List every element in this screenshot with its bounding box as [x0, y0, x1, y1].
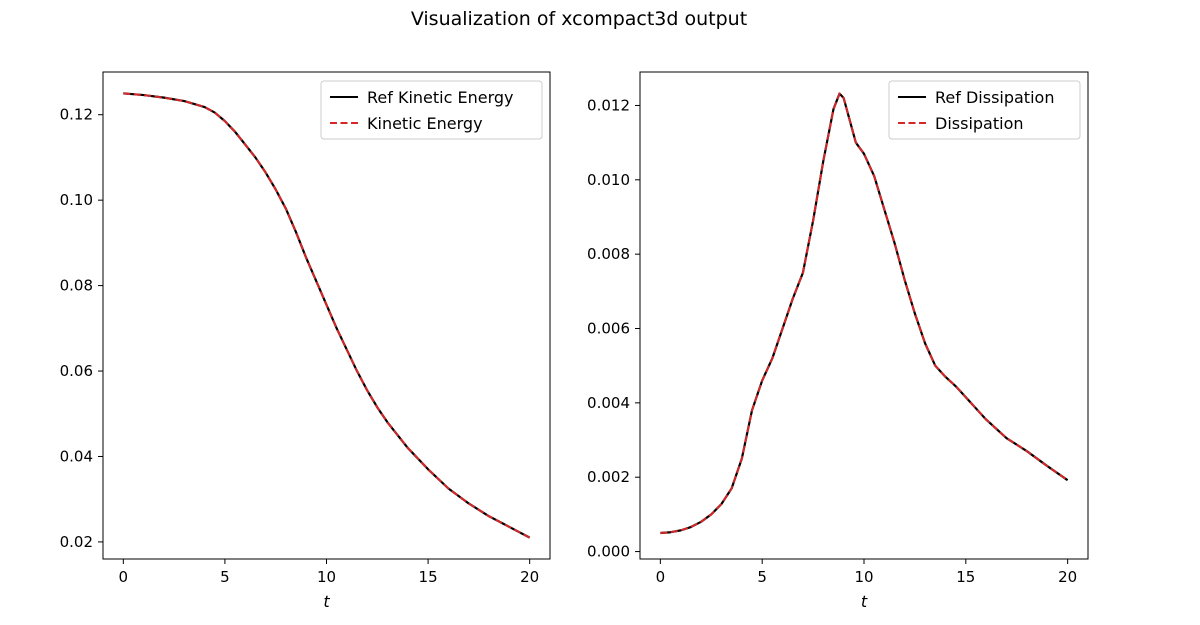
diss-y-tick-label: 0.012: [587, 96, 630, 114]
diss-y-tick-label: 0.002: [587, 468, 630, 486]
diss-legend-label: Ref Dissipation: [935, 88, 1054, 107]
ke-x-tick-label: 15: [419, 568, 438, 586]
ke-x-axis-label: t: [323, 592, 330, 611]
diss-x-tick-label: 5: [757, 568, 767, 586]
ke-series-group: [123, 92, 531, 539]
ke-y-tick-label: 0.04: [60, 447, 93, 465]
diss-legend-box: [888, 80, 1081, 140]
diss-y-tick-label: 0.006: [587, 320, 630, 338]
ke-y-tick-label: 0.06: [60, 362, 93, 380]
ke-x-tick-label: 20: [520, 568, 539, 586]
ke-y-tick-label: 0.08: [60, 277, 93, 295]
diss-x-axis-label: t: [861, 592, 868, 611]
ke-y-tick-label: 0.12: [60, 106, 93, 124]
dissipation-panel: 0 5 10 15 20 0.000 0.002 0.004 0.006 0.008 0.010 0.…: [587, 71, 1089, 611]
diss-x-tick-label: 15: [956, 568, 975, 586]
ke-x-tick-label: 10: [317, 568, 336, 586]
ke-x-tick-label: 0: [119, 568, 129, 586]
diss-legend: Ref Dissipation Dissipation: [888, 80, 1081, 140]
diss-axes-frame: [639, 71, 1089, 560]
ke-axes-frame: [102, 71, 551, 560]
ke-legend-label: Kinetic Energy: [367, 114, 483, 133]
diss-series-group: [660, 92, 1069, 535]
diss-series-line-ref: [660, 92, 1069, 535]
diss-x-tick-label: 0: [656, 568, 666, 586]
diss-y-tick-label: 0.008: [587, 245, 630, 263]
ke-legend: Ref Kinetic Energy Kinetic Energy: [320, 80, 543, 140]
kinetic-energy-panel: 0 5 10 15 20 0.02 0.04 0.06 0.08 0.10 0.12 t Ref Kin…: [60, 71, 551, 611]
diss-legend-label: Dissipation: [935, 114, 1024, 133]
ke-y-tick-label: 0.02: [60, 533, 93, 551]
diss-x-tick-label: 10: [854, 568, 873, 586]
ke-legend-box: [320, 80, 543, 140]
ke-x-tick-label: 5: [220, 568, 230, 586]
diss-y-tick-label: 0.010: [587, 171, 630, 189]
ke-legend-label: Ref Kinetic Energy: [367, 88, 514, 107]
diss-series-line-sim: [660, 92, 1069, 534]
diss-y-tick-label: 0.004: [587, 394, 630, 412]
ke-series-line-sim: [123, 92, 531, 539]
diss-y-tick-label: 0.000: [587, 543, 630, 561]
ke-series-line-ref: [123, 92, 531, 539]
diss-x-tick-label: 20: [1058, 568, 1077, 586]
ke-y-tick-label: 0.10: [60, 191, 93, 209]
figure-title: Visualization of xcompact3d output: [411, 8, 747, 30]
